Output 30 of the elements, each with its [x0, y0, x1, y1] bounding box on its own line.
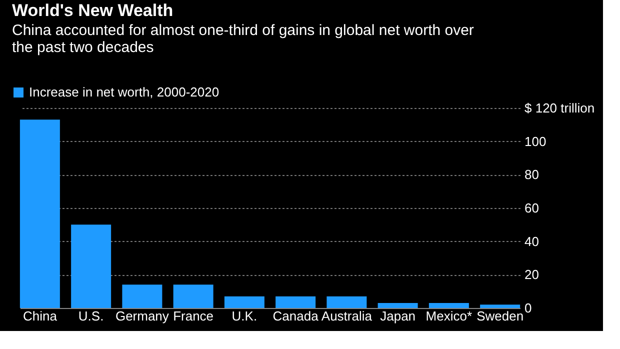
x-tick-label: Australia: [321, 308, 373, 324]
x-tick-label: U.S.: [78, 308, 104, 324]
bar: [378, 303, 418, 308]
chart-title: World's New Wealth: [12, 1, 174, 20]
y-tick-label: 60: [524, 200, 539, 216]
bar: [173, 284, 214, 308]
bar: [276, 296, 316, 308]
bar: [480, 304, 520, 308]
y-tick-label: 100: [524, 134, 546, 149]
y-tick-label: 80: [524, 167, 539, 182]
x-tick-label: China: [22, 308, 58, 324]
bar: [326, 296, 367, 308]
x-tick-label: France: [173, 308, 214, 324]
x-tick-label: Sweden: [476, 308, 524, 324]
bar: [428, 303, 469, 308]
y-tick-label: 0: [524, 300, 532, 316]
y-tick-label: 40: [524, 234, 539, 249]
bar: [122, 284, 162, 308]
x-tick-label: Germany: [115, 308, 170, 324]
x-tick-label: U.K.: [232, 308, 258, 324]
y-tick-label: 20: [524, 267, 539, 282]
x-tick-label: Canada: [272, 308, 320, 324]
chart-subtitle: China accounted for almost one-third of gains in global net worth over the past two decades: [12, 22, 474, 56]
x-tick-label: Mexico*: [426, 308, 472, 324]
x-tick-label: Japan: [380, 308, 416, 324]
bar: [20, 120, 60, 308]
bar: [71, 224, 112, 308]
y-tick-label: $ 120 trillion: [524, 100, 595, 116]
legend-label: Increase in net worth, 2000-2020: [29, 84, 220, 100]
bar: [224, 296, 264, 308]
